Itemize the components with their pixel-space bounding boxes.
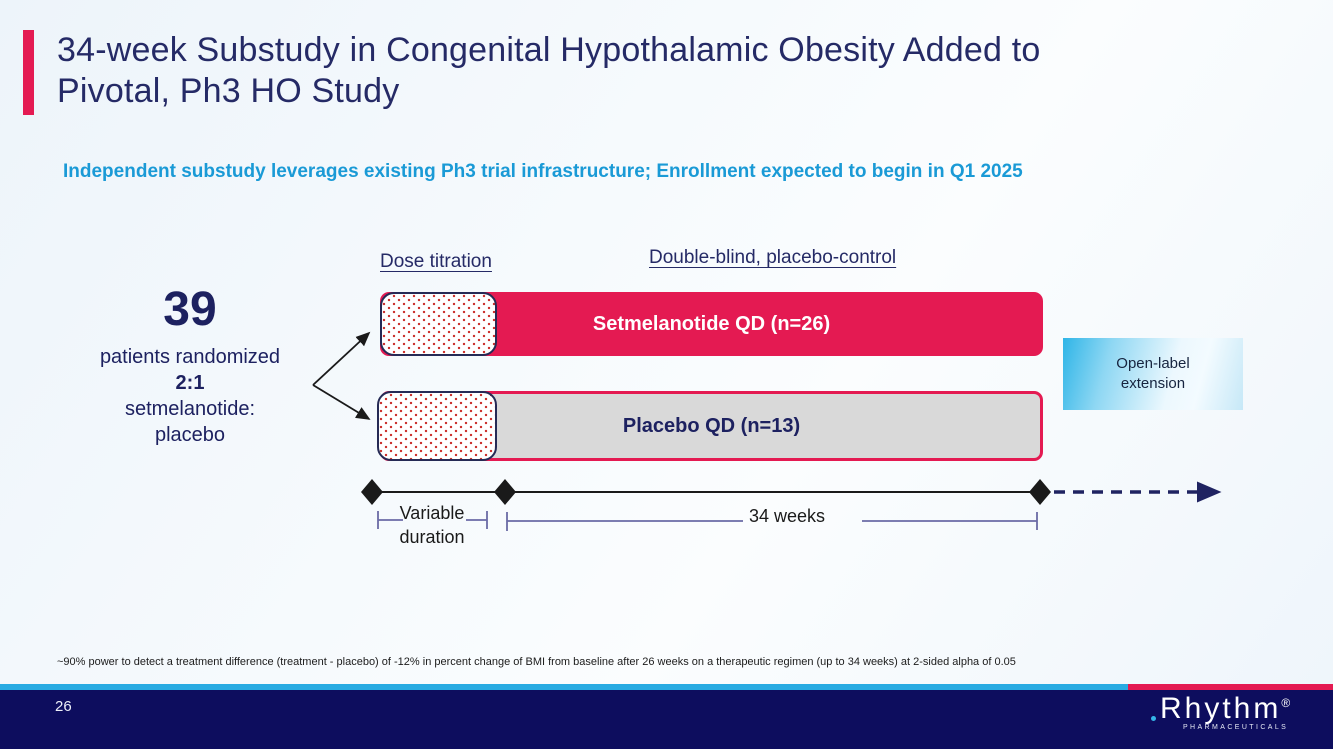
timeline-label-variable-duration: Variable duration	[399, 503, 465, 547]
phase-label-double-blind: Double-blind, placebo-control	[649, 247, 897, 268]
randomization-line3: placebo	[154, 424, 226, 446]
open-label-extension-box: Open-label extension	[1063, 338, 1243, 410]
arm-label-setmelanotide: Setmelanotide QD (n=26)	[592, 312, 831, 335]
rhythm-logo-wordmark: Rhythm®	[1151, 692, 1291, 726]
open-label-extension-text: Open-label extension	[1116, 354, 1189, 394]
rhythm-logo: Rhythm® PHARMACEUTICALS	[1151, 692, 1291, 731]
page-title-line1: 34-week Substudy in Congenital Hypothala…	[57, 31, 1041, 69]
page-title-line2: Pivotal, Ph3 HO Study	[57, 72, 400, 110]
randomization-ratio: 2:1	[175, 372, 205, 394]
dose-titration-box-treatment	[380, 292, 497, 356]
open-label-line2: extension	[1120, 375, 1186, 392]
rhythm-logo-text: Rhythm	[1160, 692, 1282, 725]
patient-count: 39	[163, 283, 217, 336]
open-label-line1: Open-label	[1116, 355, 1190, 372]
phase-label-dose-titration: Dose titration	[380, 251, 492, 272]
footnote: ~90% power to detect a treatment differe…	[57, 656, 1016, 668]
timeline	[361, 479, 1222, 505]
randomization-block: 39 patients randomized 2:1 setmelanotide…	[80, 284, 300, 448]
footer-cyan-strip	[0, 684, 1128, 690]
page-title: 34-week Substudy in Congenital Hypothala…	[57, 30, 1297, 112]
dose-titration-box-placebo	[377, 391, 497, 461]
page-number: 26	[55, 698, 72, 715]
randomization-fork-arrows	[312, 331, 371, 420]
randomization-line2: setmelanotide:	[124, 398, 256, 420]
footer-bar: 26 Rhythm® PHARMACEUTICALS	[0, 690, 1333, 749]
arm-label-placebo: Placebo QD (n=13)	[622, 414, 801, 437]
randomization-line1: patients randomized	[99, 346, 281, 368]
rhythm-logo-dot-icon	[1151, 716, 1156, 721]
rhythm-logo-subtext: PHARMACEUTICALS	[1182, 724, 1289, 731]
title-accent-bar	[23, 30, 34, 115]
subtitle: Independent substudy leverages existing …	[63, 161, 1023, 182]
footer-red-strip	[1128, 684, 1333, 690]
timeline-brackets	[377, 511, 1038, 531]
registered-trademark-icon: ®	[1281, 696, 1291, 710]
timeline-diamond-mid	[494, 479, 516, 505]
timeline-diamond-end	[1029, 479, 1051, 505]
timeline-label-34-weeks: 34 weeks	[748, 506, 826, 526]
timeline-diamond-start	[361, 479, 383, 505]
